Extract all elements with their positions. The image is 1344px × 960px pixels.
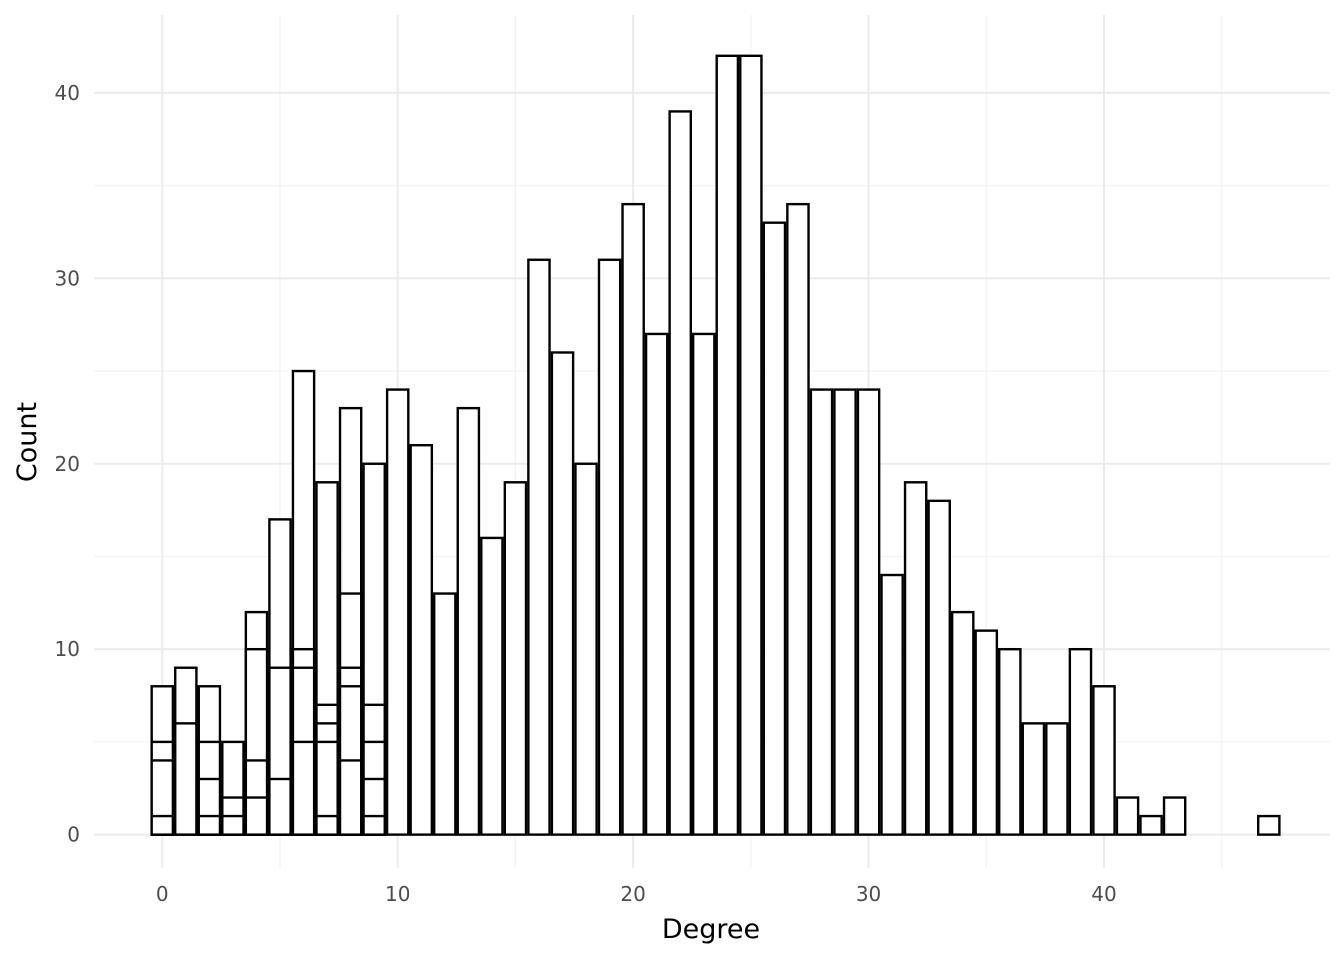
histogram-bar [503, 481, 528, 836]
histogram-bar [432, 592, 457, 836]
bars [150, 54, 1281, 836]
histogram-bar [150, 814, 175, 836]
histogram-bar [197, 814, 222, 836]
histogram-bar [174, 722, 198, 836]
histogram-bar [1256, 814, 1281, 836]
histogram-bar [315, 814, 339, 836]
histogram-bar [1045, 722, 1069, 836]
histogram-bar [1021, 722, 1046, 836]
histogram-bar [903, 481, 928, 836]
x-tick-label: 20 [620, 882, 645, 906]
histogram-bar [1162, 796, 1187, 836]
histogram-bar [480, 536, 504, 836]
histogram-bar [786, 202, 810, 836]
histogram-bar [715, 54, 740, 836]
x-tick-label: 40 [1091, 882, 1116, 906]
y-axis-title: Count [12, 402, 43, 482]
x-tick-label: 10 [385, 882, 410, 906]
histogram-bar [456, 406, 481, 836]
y-tick-label: 30 [55, 266, 80, 290]
histogram-bar [950, 610, 975, 836]
histogram-bar [739, 54, 763, 836]
histogram-bar [268, 777, 292, 836]
histogram-bar [244, 796, 269, 836]
y-tick-label: 20 [55, 452, 80, 476]
histogram-bar [880, 573, 904, 836]
histogram-bar [856, 388, 881, 836]
histogram-bar [385, 388, 410, 836]
x-tick-label: 30 [856, 882, 881, 906]
histogram-bar [291, 740, 316, 836]
histogram-bar [644, 332, 669, 836]
histogram-bar [1115, 796, 1140, 836]
x-tick-label: 0 [156, 882, 169, 906]
histogram-bar [668, 110, 693, 836]
x-axis-title: Degree [662, 914, 760, 945]
x-axis-ticks: 0 10 20 30 40 [156, 882, 1117, 906]
histogram-bar [974, 629, 999, 836]
histogram-bar [998, 647, 1022, 836]
histogram-bar [1139, 814, 1163, 836]
y-axis-ticks: 0 10 20 30 40 [55, 81, 80, 847]
histogram-bar [762, 221, 787, 836]
histogram-bar [809, 388, 834, 836]
histogram-bar [833, 388, 857, 836]
histogram-bar [527, 258, 551, 836]
histogram-bar [338, 759, 363, 836]
histogram-bar [621, 202, 645, 836]
histogram-bar [691, 332, 716, 836]
y-tick-label: 0 [67, 823, 80, 847]
y-tick-label: 10 [55, 637, 80, 661]
histogram-bar [221, 814, 245, 836]
y-tick-label: 40 [55, 81, 80, 105]
histogram-bar [597, 258, 622, 836]
histogram-bar [409, 444, 434, 836]
histogram-bar [550, 351, 575, 836]
histogram-bar [362, 814, 386, 836]
histogram-bar [927, 499, 951, 836]
histogram-bar [574, 462, 598, 836]
histogram-bar [1068, 647, 1093, 836]
histogram-bar [1092, 685, 1116, 836]
